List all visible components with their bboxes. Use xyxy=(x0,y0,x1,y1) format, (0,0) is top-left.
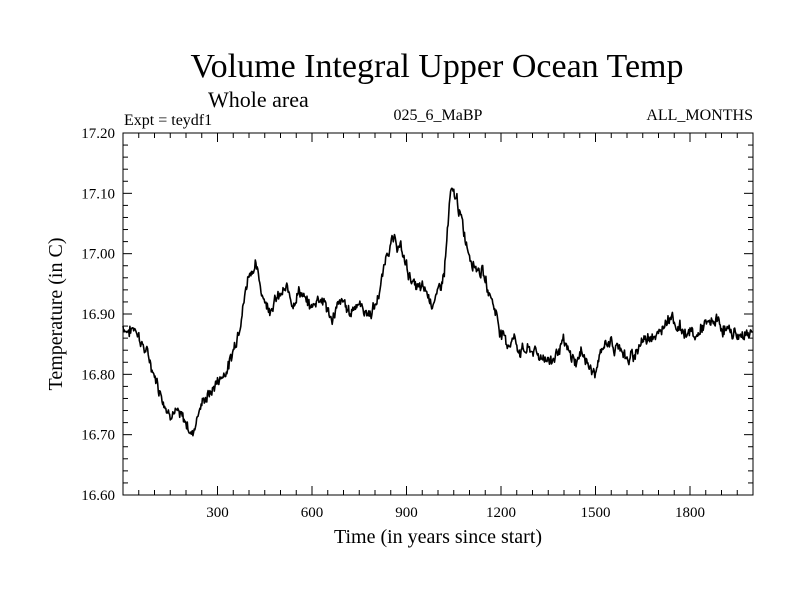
chart-subtitle: Whole area xyxy=(208,87,309,112)
x-tick-labels: 300 600 900 1200 1500 1800 xyxy=(206,505,705,521)
x-tick-label: 900 xyxy=(395,505,418,521)
y-tick-label: 17.00 xyxy=(81,247,115,263)
y-tick-label: 16.60 xyxy=(81,488,115,504)
y-axis-label: Temperature (in C) xyxy=(45,238,67,391)
y-tick-label: 16.70 xyxy=(81,428,115,444)
y-tick-label: 16.80 xyxy=(81,367,115,383)
plot-frame xyxy=(122,132,754,496)
axis-ticks xyxy=(122,132,754,496)
run-label: 025_6_MaBP xyxy=(394,107,483,124)
x-tick-label: 600 xyxy=(301,505,324,521)
y-tick-labels: 16.60 16.70 16.80 16.90 17.00 17.10 17.20 xyxy=(81,126,115,504)
x-axis-label: Time (in years since start) xyxy=(334,526,542,548)
x-tick-label: 1800 xyxy=(675,505,705,521)
y-tick-label: 17.20 xyxy=(81,126,115,142)
experiment-label: Expt = teydf1 xyxy=(124,112,212,129)
x-tick-label: 300 xyxy=(206,505,229,521)
y-tick-label: 16.90 xyxy=(81,307,115,323)
chart-title: Volume Integral Upper Ocean Temp xyxy=(191,48,684,85)
x-tick-label: 1200 xyxy=(486,505,516,521)
x-tick-label: 1500 xyxy=(581,505,611,521)
series-line xyxy=(122,187,754,437)
months-label: ALL_MONTHS xyxy=(646,107,753,124)
y-tick-label: 17.10 xyxy=(81,186,115,202)
